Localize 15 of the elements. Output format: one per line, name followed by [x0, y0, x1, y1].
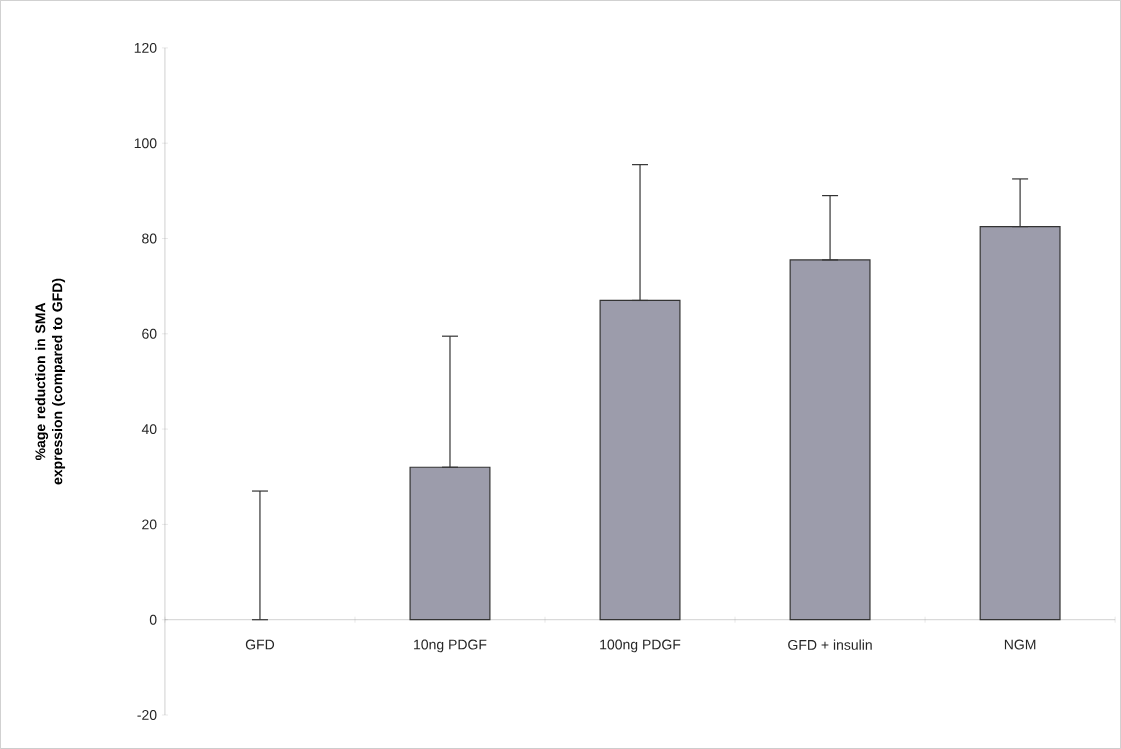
x-tick-label: NGM	[1004, 639, 1036, 650]
x-tick-label: 100ng PDGF	[600, 639, 681, 653]
bar	[789, 259, 871, 621]
y-tick-label: 100	[134, 138, 157, 149]
y-tick-label: 20	[142, 519, 157, 530]
y-tick-label: 80	[142, 233, 157, 244]
y-tick-label: 120	[134, 42, 157, 53]
y-tick-label: 0	[149, 614, 157, 625]
x-tick-label: 10ng PDGF	[414, 639, 487, 653]
y-tick-label: 40	[141, 424, 157, 435]
y-tick-label: 60	[142, 328, 157, 339]
y-tick-label: -20	[137, 710, 157, 721]
y-axis-title: %age reduction in SMA expression (compared to GFD)	[35, 278, 66, 485]
x-tick-label: GFD + insulin	[788, 639, 872, 650]
x-tick-label: GFD	[245, 639, 275, 650]
